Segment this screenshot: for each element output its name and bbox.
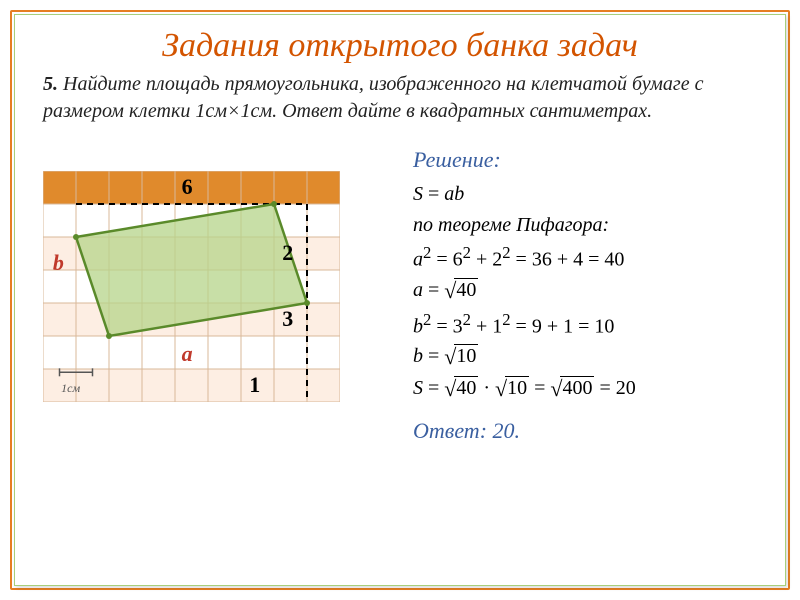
formula-s-final: S = √40 · √10 = √400 = 20: [413, 376, 757, 402]
answer-label: Ответ: 20.: [413, 418, 757, 444]
solution-label: Решение:: [413, 147, 757, 173]
svg-text:a: a: [182, 341, 193, 366]
problem-body: Найдите площадь прямоугольника, изображе…: [43, 73, 703, 122]
formula-s-ab: S = ab: [413, 183, 757, 206]
svg-text:6: 6: [182, 174, 193, 199]
svg-text:3: 3: [282, 306, 293, 331]
svg-text:b: b: [53, 250, 64, 275]
svg-text:2: 2: [282, 240, 293, 265]
formula-b: b = √10: [413, 344, 757, 370]
svg-text:1: 1: [249, 372, 260, 397]
diagram-area: 6 2 3 1 a b 1см: [43, 143, 383, 444]
solution-area: Решение: S = ab по теореме Пифагора: a2 …: [383, 143, 757, 444]
formula-a: a = √40: [413, 278, 757, 304]
formula-b2: b2 = 32 + 12 = 9 + 1 = 10: [413, 310, 757, 339]
formula-a2: a2 = 62 + 22 = 36 + 4 = 40: [413, 243, 757, 272]
svg-text:1см: 1см: [61, 381, 80, 395]
grid-diagram: 6 2 3 1 a b 1см: [43, 171, 340, 402]
problem-number: 5.: [43, 73, 58, 95]
pythagoras-label: по теореме Пифагора:: [413, 214, 757, 237]
problem-text: 5. Найдите площадь прямоугольника, изобр…: [43, 71, 757, 125]
page-title: Задания открытого банка задач: [35, 27, 765, 65]
